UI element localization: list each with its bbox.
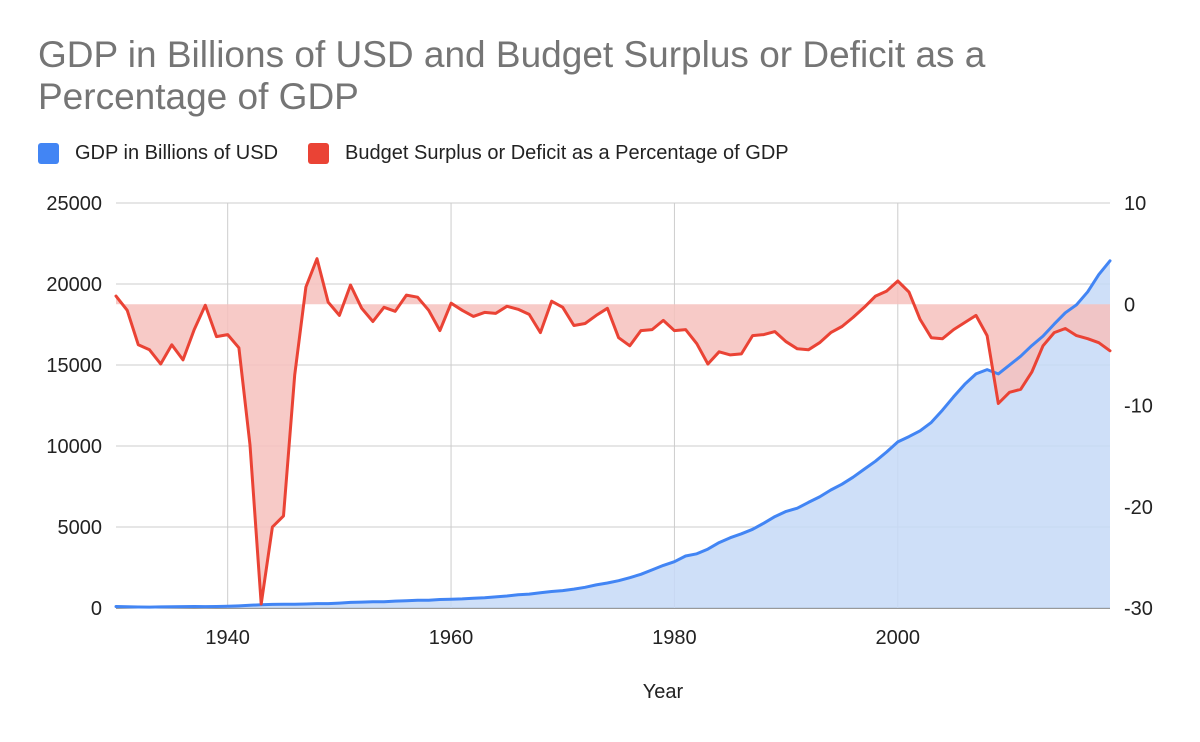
left-axis-tick-label: 25000 bbox=[46, 193, 102, 215]
right-axis-tick-label: 10 bbox=[1124, 193, 1146, 215]
legend-item-gdp[interactable]: GDP in Billions of USD bbox=[38, 142, 278, 165]
legend-item-budget[interactable]: Budget Surplus or Deficit as a Percentag… bbox=[308, 142, 789, 165]
left-axis-tick-label: 10000 bbox=[46, 436, 102, 458]
legend-label-budget: Budget Surplus or Deficit as a Percentag… bbox=[345, 141, 789, 164]
legend-label-gdp: GDP in Billions of USD bbox=[75, 141, 279, 164]
line-budget bbox=[114, 257, 1112, 606]
chart-legend: GDP in Billions of USD Budget Surplus or… bbox=[38, 138, 819, 168]
right-axis-tick-label: -10 bbox=[1124, 396, 1153, 418]
right-axis-tick-label: 0 bbox=[1124, 294, 1135, 316]
right-axis-tick-label: -20 bbox=[1124, 497, 1153, 519]
chart-title: GDP in Billions of USD and Budget Surplu… bbox=[38, 34, 986, 117]
left-axis-tick-label: 20000 bbox=[46, 274, 102, 296]
right-axis-tick-label: -30 bbox=[1124, 598, 1153, 620]
x-axis-title: Year bbox=[643, 681, 684, 703]
line-gdp bbox=[114, 259, 1112, 609]
legend-swatch-gdp bbox=[38, 142, 59, 164]
x-axis-tick-label: 2000 bbox=[876, 627, 921, 649]
x-axis-tick-label: 1960 bbox=[429, 627, 474, 649]
x-axis-tick-label: 1980 bbox=[652, 627, 697, 649]
left-axis-tick-label: 15000 bbox=[46, 355, 102, 377]
legend-swatch-budget bbox=[308, 142, 330, 164]
x-axis-tick-label: 1940 bbox=[205, 627, 250, 649]
area-gdp bbox=[116, 260, 1110, 608]
left-axis-tick-label: 5000 bbox=[58, 517, 103, 539]
left-axis-tick-label: 0 bbox=[91, 598, 102, 620]
